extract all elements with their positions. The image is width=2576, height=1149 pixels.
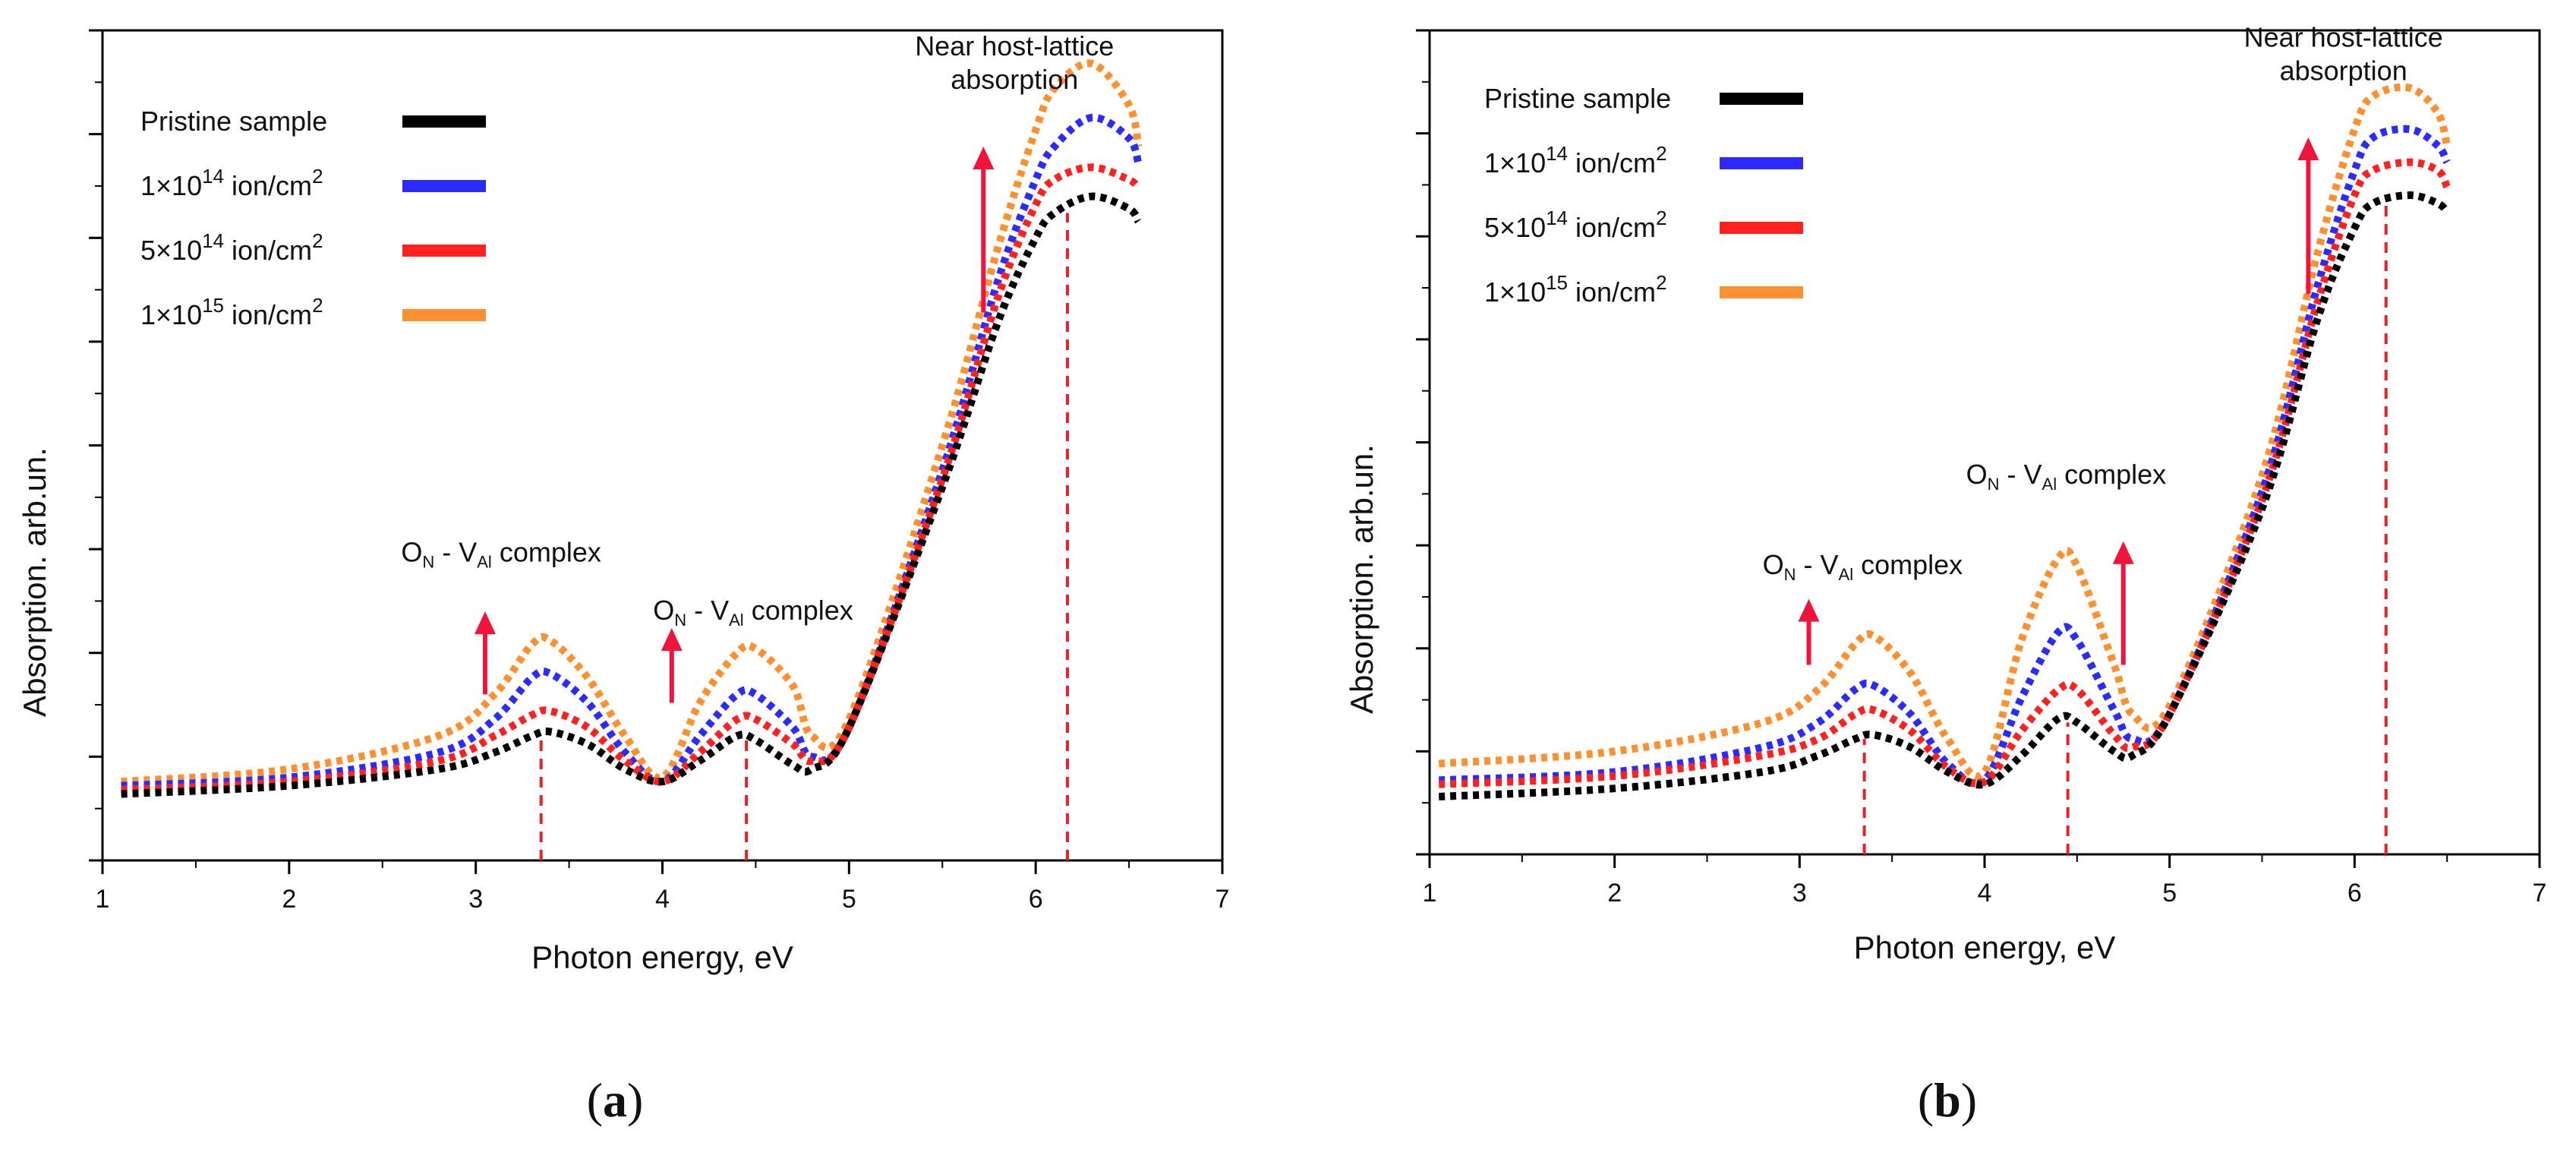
annotation-near-host: Near host-lattice [2244,22,2443,53]
legend-label: 1×1015 ion/cm2 [1484,271,1667,308]
annotation-near-host-line2: absorption [951,64,1078,95]
panel-b: 1 2 3 4 5 6 7 Photon energy, eV Absorption. arb.… [1344,22,2546,1127]
x-tick-label: 5 [2162,879,2177,908]
series-line [121,163,1142,794]
annotation-complex: ON - VAl complex [1966,459,2167,494]
x-tick-label: 7 [1215,885,1230,914]
x-tick-label: 1 [96,885,110,914]
legend-label: Pristine sample [1484,83,1671,114]
legend-label: Pristine sample [140,106,327,137]
panel-a: 1 2 3 4 5 6 7 Photon energy, eV Absorption. arb.… [17,29,1230,1127]
y-axis-title: Absorption. arb.un. [1344,444,1379,714]
legend-label: 1×1014 ion/cm2 [140,165,323,201]
annotation-near-host: Near host-lattice [915,30,1114,62]
x-tick-label: 4 [655,885,670,914]
series-line [1438,158,2451,788]
x-axis-title: Photon energy, eV [1854,930,2116,965]
annotation-near-host-line2: absorption [2280,55,2407,87]
legend-label: 5×1014 ion/cm2 [1484,207,1667,243]
x-tick-label: 5 [842,885,856,914]
series-line [121,59,1143,786]
x-tick-label: 1 [1423,879,1437,908]
increase-arrow-head [2112,541,2134,564]
x-tick-label: 6 [2347,879,2362,908]
legend-label: 1×1015 ion/cm2 [140,294,323,330]
x-tick-label: 4 [1978,879,1992,908]
series-line [1438,191,2450,800]
increase-arrow-head [2297,137,2319,161]
x-tick-label: 7 [2533,879,2547,908]
annotation-complex: ON - VAl complex [1763,549,1963,584]
panel-label: (b) [1918,1073,1977,1127]
panel-label: (a) [587,1073,644,1127]
x-tick-label: 2 [282,885,296,914]
series-line [1438,83,2451,781]
x-axis-title: Photon energy, eV [531,939,793,975]
legend-label: 5×1014 ion/cm2 [140,229,323,266]
series-line [121,113,1143,790]
increase-arrow-head [1798,598,1820,622]
annotation-complex: ON - VAl complex [401,537,601,572]
x-tick-label: 3 [468,885,483,914]
series-line [1438,125,2451,788]
increase-arrow-head [474,611,496,635]
annotation-complex: ON - VAl complex [653,595,853,630]
legend-label: 1×1014 ion/cm2 [1484,142,1667,178]
increase-arrow-head [661,627,683,651]
y-axis-title: Absorption. arb.un. [17,447,52,717]
x-tick-label: 2 [1607,879,1622,908]
x-tick-label: 3 [1792,879,1807,908]
series-line [121,192,1142,798]
increase-arrow-head [973,147,995,170]
plot-frame [101,29,1224,862]
x-tick-label: 6 [1029,885,1043,914]
